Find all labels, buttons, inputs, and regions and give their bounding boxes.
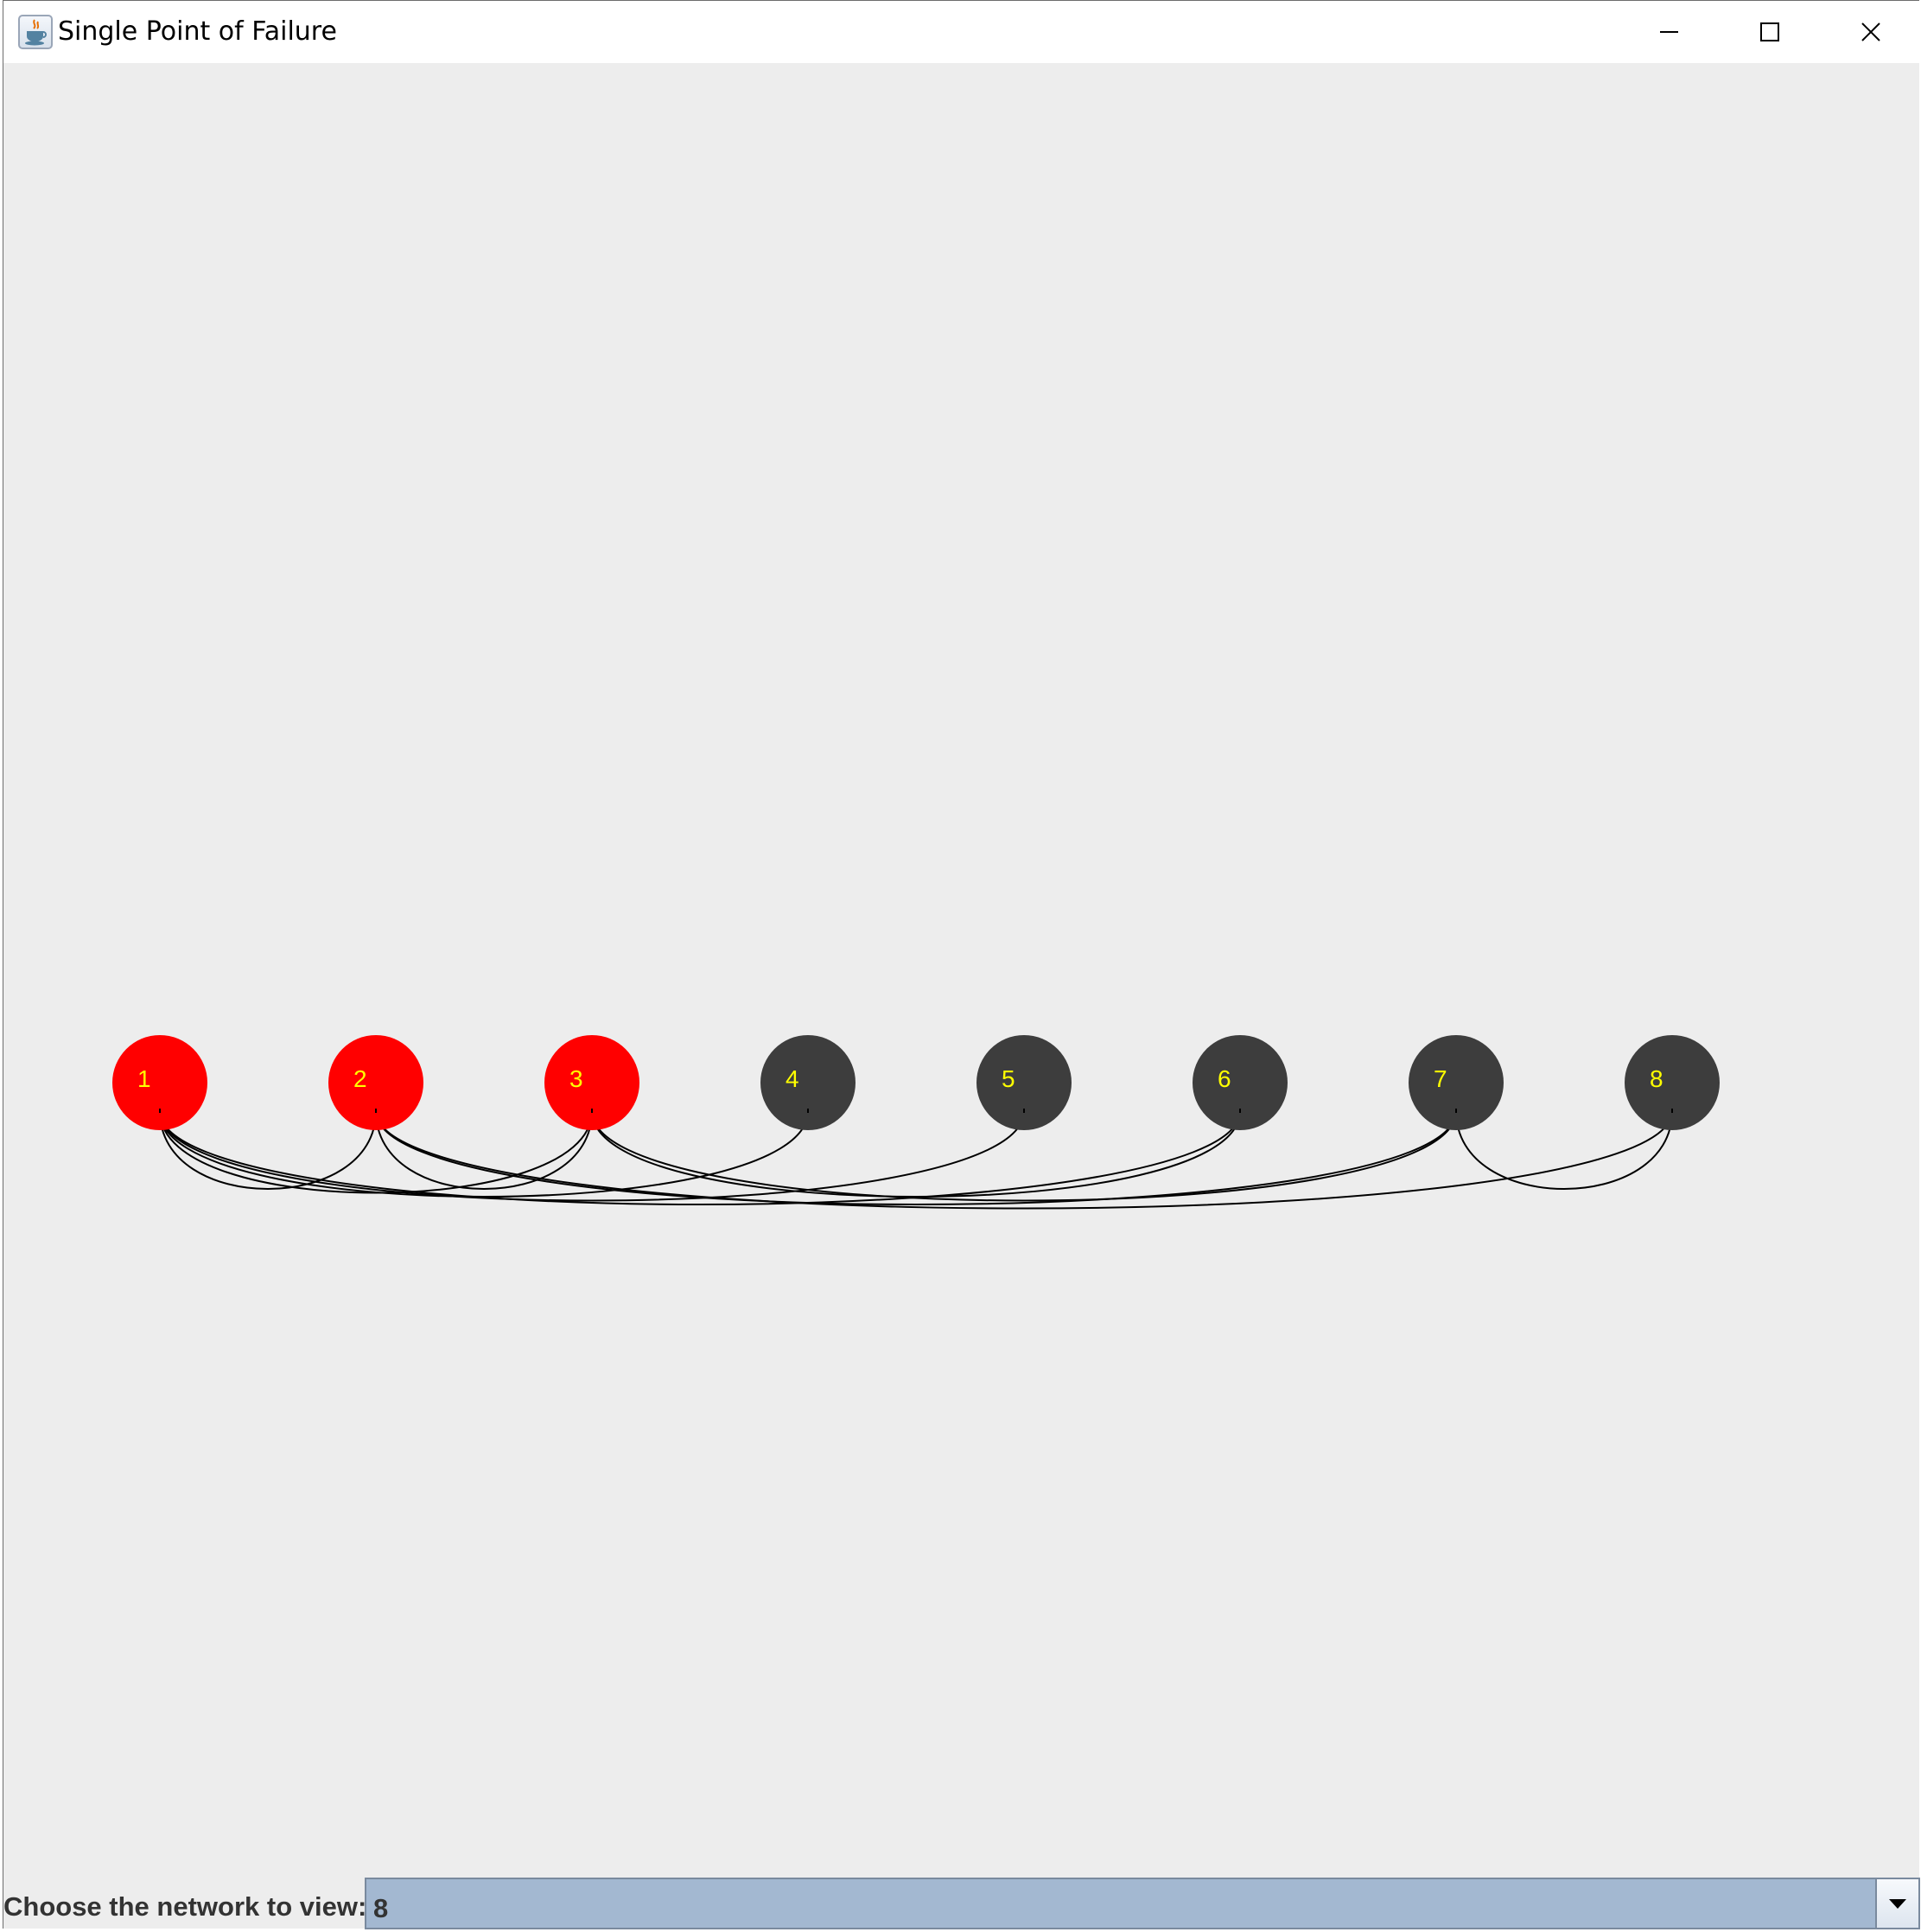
app-window: Single Point of Failure 1 2 3 4 5 6 7 8 Choose …	[3, 0, 1920, 1929]
close-icon	[1861, 22, 1880, 41]
minimize-button[interactable]	[1619, 1, 1719, 63]
node-circle[interactable]	[544, 1035, 639, 1130]
node-label: 1	[137, 1065, 151, 1092]
maximize-icon	[1760, 22, 1779, 41]
triangle-down-icon	[1889, 1899, 1906, 1909]
node-7[interactable]: 7	[1409, 1035, 1504, 1130]
title-bar[interactable]: Single Point of Failure	[3, 1, 1919, 63]
node-circle[interactable]	[760, 1035, 856, 1130]
node-8[interactable]: 8	[1625, 1035, 1720, 1130]
edge-1-2	[159, 1110, 377, 1190]
network-select-combobox[interactable]: 8	[365, 1878, 1920, 1929]
node-6[interactable]: 6	[1193, 1035, 1288, 1130]
window-title: Single Point of Failure	[58, 16, 337, 47]
node-2[interactable]: 2	[328, 1035, 423, 1130]
edge-1-6	[159, 1110, 1241, 1205]
maximize-button[interactable]	[1721, 1, 1820, 63]
node-circle[interactable]	[976, 1035, 1072, 1130]
node-label: 2	[353, 1065, 367, 1092]
node-5[interactable]: 5	[976, 1035, 1072, 1130]
edge-1-5	[159, 1110, 1025, 1202]
node-label: 8	[1650, 1065, 1663, 1092]
minimize-icon	[1660, 31, 1678, 33]
node-circle[interactable]	[1409, 1035, 1504, 1130]
java-cup-icon	[18, 15, 53, 49]
edges-layer	[159, 1110, 1673, 1210]
node-label: 3	[569, 1065, 583, 1092]
edge-2-8	[375, 1110, 1673, 1210]
bottom-control-bar: Choose the network to view: 8	[3, 1878, 1920, 1929]
node-1[interactable]: 1	[112, 1035, 207, 1130]
edge-2-7	[375, 1110, 1457, 1205]
node-label: 5	[1002, 1065, 1015, 1092]
node-circle[interactable]	[1193, 1035, 1288, 1130]
network-select-value: 8	[373, 1893, 389, 1923]
node-circle[interactable]	[112, 1035, 207, 1130]
node-3[interactable]: 3	[544, 1035, 639, 1130]
edge-2-3	[375, 1110, 593, 1190]
network-canvas: 1 2 3 4 5 6 7 8	[112, 1035, 1720, 1210]
edge-1-4	[159, 1110, 809, 1198]
dropdown-arrow-button[interactable]	[1875, 1879, 1918, 1928]
network-select-label: Choose the network to view:	[3, 1891, 367, 1922]
edge-3-7	[591, 1110, 1457, 1202]
node-circle[interactable]	[328, 1035, 423, 1130]
close-button[interactable]	[1821, 1, 1920, 63]
nodes-layer: 1 2 3 4 5 6 7 8	[112, 1035, 1720, 1130]
node-label: 7	[1434, 1065, 1447, 1092]
node-circle[interactable]	[1625, 1035, 1720, 1130]
node-4[interactable]: 4	[760, 1035, 856, 1130]
edge-3-6	[591, 1110, 1241, 1198]
edge-7-8	[1455, 1110, 1673, 1190]
node-label: 4	[786, 1065, 799, 1092]
node-label: 6	[1218, 1065, 1231, 1092]
